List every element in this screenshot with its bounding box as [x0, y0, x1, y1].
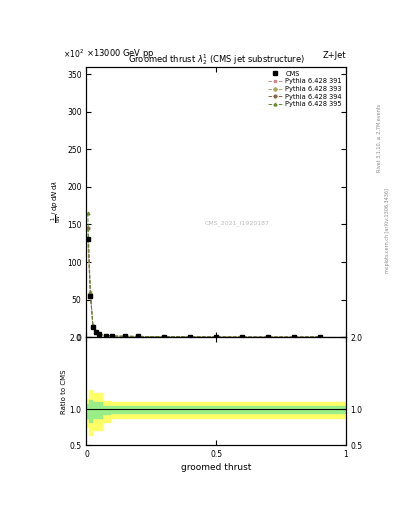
Pythia 6.428 395	[214, 334, 219, 340]
Pythia 6.428 395	[240, 334, 244, 340]
Pythia 6.428 391	[93, 329, 98, 335]
Pythia 6.428 393	[292, 334, 296, 340]
Pythia 6.428 395	[123, 333, 128, 339]
CMS	[266, 334, 270, 340]
CMS	[85, 237, 90, 243]
CMS	[136, 333, 141, 339]
Pythia 6.428 391	[110, 333, 115, 339]
Pythia 6.428 391	[292, 334, 296, 340]
Text: $\times$13000 GeV pp: $\times$13000 GeV pp	[86, 48, 155, 60]
Title: Groomed thrust $\lambda_2^1$ (CMS jet substructure): Groomed thrust $\lambda_2^1$ (CMS jet su…	[128, 52, 305, 67]
Pythia 6.428 391	[266, 334, 270, 340]
Y-axis label: Ratio to CMS: Ratio to CMS	[61, 369, 67, 414]
CMS	[88, 293, 93, 299]
Pythia 6.428 395	[85, 210, 90, 216]
CMS	[123, 333, 128, 339]
Pythia 6.428 395	[188, 334, 193, 340]
Line: Pythia 6.428 391: Pythia 6.428 391	[86, 238, 321, 338]
CMS	[97, 331, 102, 337]
Pythia 6.428 393	[123, 333, 128, 339]
X-axis label: groomed thrust: groomed thrust	[181, 463, 252, 473]
CMS	[90, 324, 95, 330]
Pythia 6.428 393	[266, 334, 270, 340]
Line: CMS: CMS	[86, 238, 321, 339]
Pythia 6.428 394	[162, 333, 167, 339]
Pythia 6.428 395	[292, 334, 296, 340]
Pythia 6.428 393	[93, 329, 98, 335]
Pythia 6.428 394	[214, 334, 219, 340]
Legend: CMS, Pythia 6.428 391, Pythia 6.428 393, Pythia 6.428 394, Pythia 6.428 395: CMS, Pythia 6.428 391, Pythia 6.428 393,…	[266, 69, 344, 109]
Pythia 6.428 394	[88, 290, 93, 296]
Pythia 6.428 395	[110, 333, 115, 339]
Pythia 6.428 394	[123, 333, 128, 339]
Pythia 6.428 394	[188, 334, 193, 340]
Pythia 6.428 395	[97, 331, 102, 337]
CMS	[214, 334, 219, 340]
Pythia 6.428 393	[136, 333, 141, 339]
CMS	[93, 329, 98, 335]
Pythia 6.428 391	[240, 334, 244, 340]
Pythia 6.428 393	[90, 324, 95, 330]
Pythia 6.428 391	[88, 289, 93, 295]
Pythia 6.428 394	[93, 329, 98, 335]
Pythia 6.428 393	[88, 291, 93, 297]
Pythia 6.428 394	[240, 334, 244, 340]
CMS	[110, 333, 115, 339]
Pythia 6.428 391	[318, 334, 322, 340]
Text: CMS_2021_I1920187: CMS_2021_I1920187	[204, 221, 269, 226]
Pythia 6.428 393	[318, 334, 322, 340]
Text: mcplots.cern.ch [arXiv:1306.3436]: mcplots.cern.ch [arXiv:1306.3436]	[385, 188, 389, 273]
Pythia 6.428 394	[318, 334, 322, 340]
CMS	[104, 333, 108, 339]
Pythia 6.428 393	[85, 236, 90, 242]
Pythia 6.428 394	[104, 333, 108, 339]
Pythia 6.428 391	[85, 237, 90, 243]
Pythia 6.428 394	[90, 323, 95, 329]
Pythia 6.428 393	[110, 333, 115, 339]
Line: Pythia 6.428 395: Pythia 6.428 395	[86, 212, 321, 338]
Pythia 6.428 395	[318, 334, 322, 340]
Pythia 6.428 393	[162, 333, 167, 339]
Line: Pythia 6.428 394: Pythia 6.428 394	[86, 227, 321, 338]
Pythia 6.428 393	[188, 334, 193, 340]
CMS	[188, 334, 193, 340]
Pythia 6.428 393	[240, 334, 244, 340]
Pythia 6.428 394	[110, 333, 115, 339]
Pythia 6.428 391	[123, 333, 128, 339]
Text: Z+Jet: Z+Jet	[322, 51, 346, 60]
Pythia 6.428 394	[266, 334, 270, 340]
Pythia 6.428 393	[97, 331, 102, 337]
Pythia 6.428 393	[214, 334, 219, 340]
Pythia 6.428 395	[104, 332, 108, 338]
Text: $\times10^2$: $\times10^2$	[63, 48, 84, 60]
Pythia 6.428 395	[266, 334, 270, 340]
Pythia 6.428 391	[97, 331, 102, 337]
Pythia 6.428 393	[104, 333, 108, 339]
Pythia 6.428 395	[162, 333, 167, 339]
CMS	[162, 333, 167, 339]
Pythia 6.428 391	[162, 333, 167, 339]
Pythia 6.428 391	[90, 323, 95, 329]
Pythia 6.428 395	[90, 323, 95, 329]
Pythia 6.428 391	[214, 334, 219, 340]
Pythia 6.428 395	[93, 329, 98, 335]
Y-axis label: $\frac{1}{\mathrm{d}N}\,/\,\mathrm{d}p\,\mathrm{d}N\,\mathrm{d}\lambda$: $\frac{1}{\mathrm{d}N}\,/\,\mathrm{d}p\,…	[50, 180, 64, 223]
Pythia 6.428 394	[97, 331, 102, 337]
Pythia 6.428 391	[104, 333, 108, 339]
Pythia 6.428 395	[88, 290, 93, 296]
CMS	[318, 334, 322, 340]
Pythia 6.428 394	[85, 225, 90, 231]
Pythia 6.428 394	[292, 334, 296, 340]
CMS	[292, 334, 296, 340]
Line: Pythia 6.428 393: Pythia 6.428 393	[86, 238, 321, 338]
Pythia 6.428 395	[136, 333, 141, 339]
Pythia 6.428 394	[136, 333, 141, 339]
Pythia 6.428 391	[136, 333, 141, 339]
Text: Rivet 3.1.10, ≥ 2.7M events: Rivet 3.1.10, ≥ 2.7M events	[377, 104, 382, 173]
CMS	[240, 334, 244, 340]
Pythia 6.428 391	[188, 334, 193, 340]
